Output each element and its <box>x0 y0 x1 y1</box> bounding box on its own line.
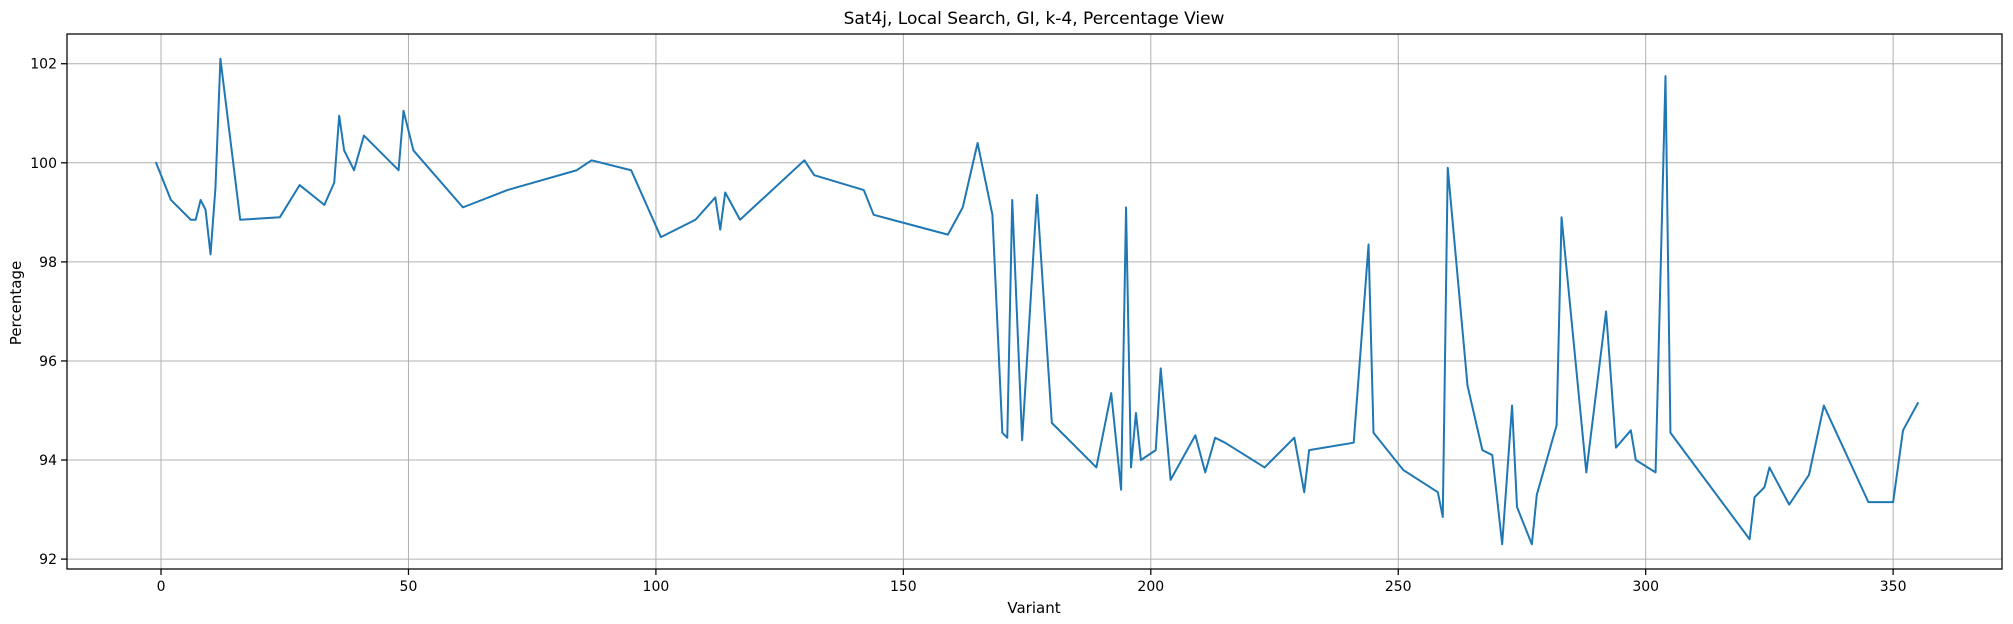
x-tick-label: 50 <box>400 579 418 595</box>
y-tick-label: 92 <box>39 552 57 568</box>
y-axis-label: Percentage <box>7 261 25 345</box>
y-tick-label: 96 <box>39 354 57 370</box>
x-tick-label: 100 <box>643 579 670 595</box>
x-tick-label: 150 <box>890 579 917 595</box>
x-tick-label: 250 <box>1385 579 1412 595</box>
y-tick-label: 102 <box>30 57 57 73</box>
x-tick-label: 350 <box>1880 579 1907 595</box>
series-line <box>155 57 1919 546</box>
x-tick-label: 200 <box>1137 579 1164 595</box>
y-tick-label: 98 <box>39 255 57 271</box>
x-tick-label: 300 <box>1632 579 1659 595</box>
tick-layer: 0 50 100 150 200 250 300 350 92 94 96 98 100 102 <box>30 57 1906 595</box>
x-tick-label: 0 <box>157 579 166 595</box>
grid-layer <box>67 34 2002 569</box>
chart-title: Sat4j, Local Search, GI, k-4, Percentage… <box>844 9 1225 29</box>
plot-frame <box>66 33 2003 570</box>
x-axis-label: Variant <box>1007 599 1060 617</box>
series-layer <box>155 57 1919 546</box>
y-tick-label: 94 <box>39 453 57 469</box>
y-tick-label: 100 <box>30 156 57 172</box>
